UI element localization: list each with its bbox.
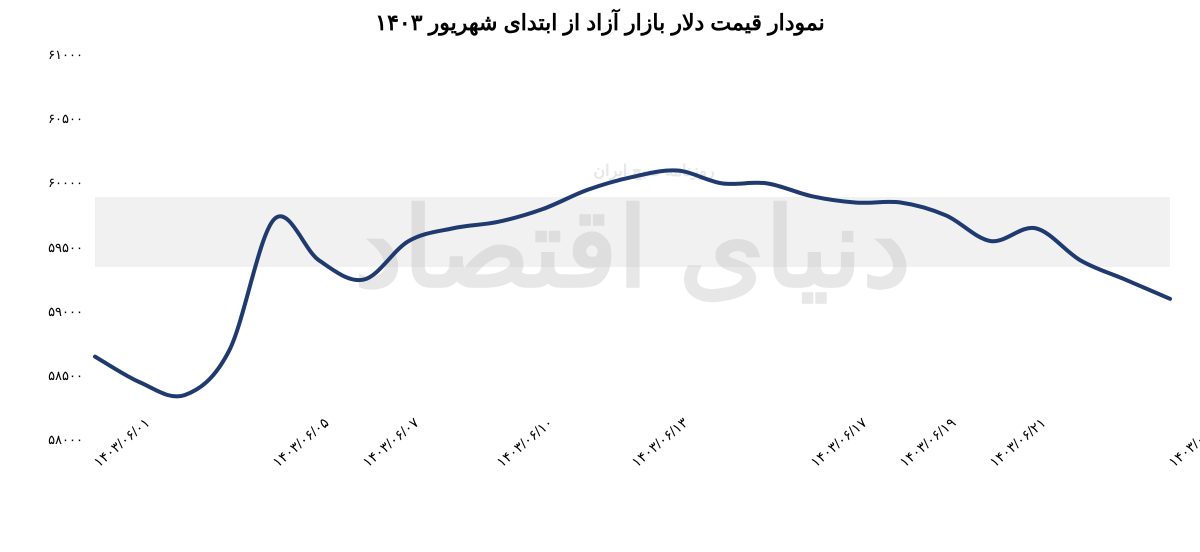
y-tick-label: ۶۱۰۰۰: [0, 47, 83, 63]
y-tick-label: ۶۰۵۰۰: [0, 111, 83, 127]
series-path: [95, 170, 1170, 396]
y-tick-label: ۵۹۰۰۰: [0, 304, 83, 320]
y-tick-label: ۵۸۰۰۰: [0, 432, 83, 448]
chart-title: نمودار قیمت دلار بازار آزاد از ابتدای شه…: [0, 10, 1200, 36]
y-tick-label: ۶۰۰۰۰: [0, 175, 83, 191]
y-tick-label: ۵۹۵۰۰: [0, 240, 83, 256]
price-chart: نمودار قیمت دلار بازار آزاد از ابتدای شه…: [0, 0, 1200, 552]
plot-area: دنیای اقتصاد روزنامه صبح ایران: [95, 55, 1170, 440]
x-tick-label: ۱۴۰۳/۰۶/۲۵: [1165, 414, 1200, 471]
y-tick-label: ۵۸۵۰۰: [0, 368, 83, 384]
line-svg: [95, 55, 1170, 440]
